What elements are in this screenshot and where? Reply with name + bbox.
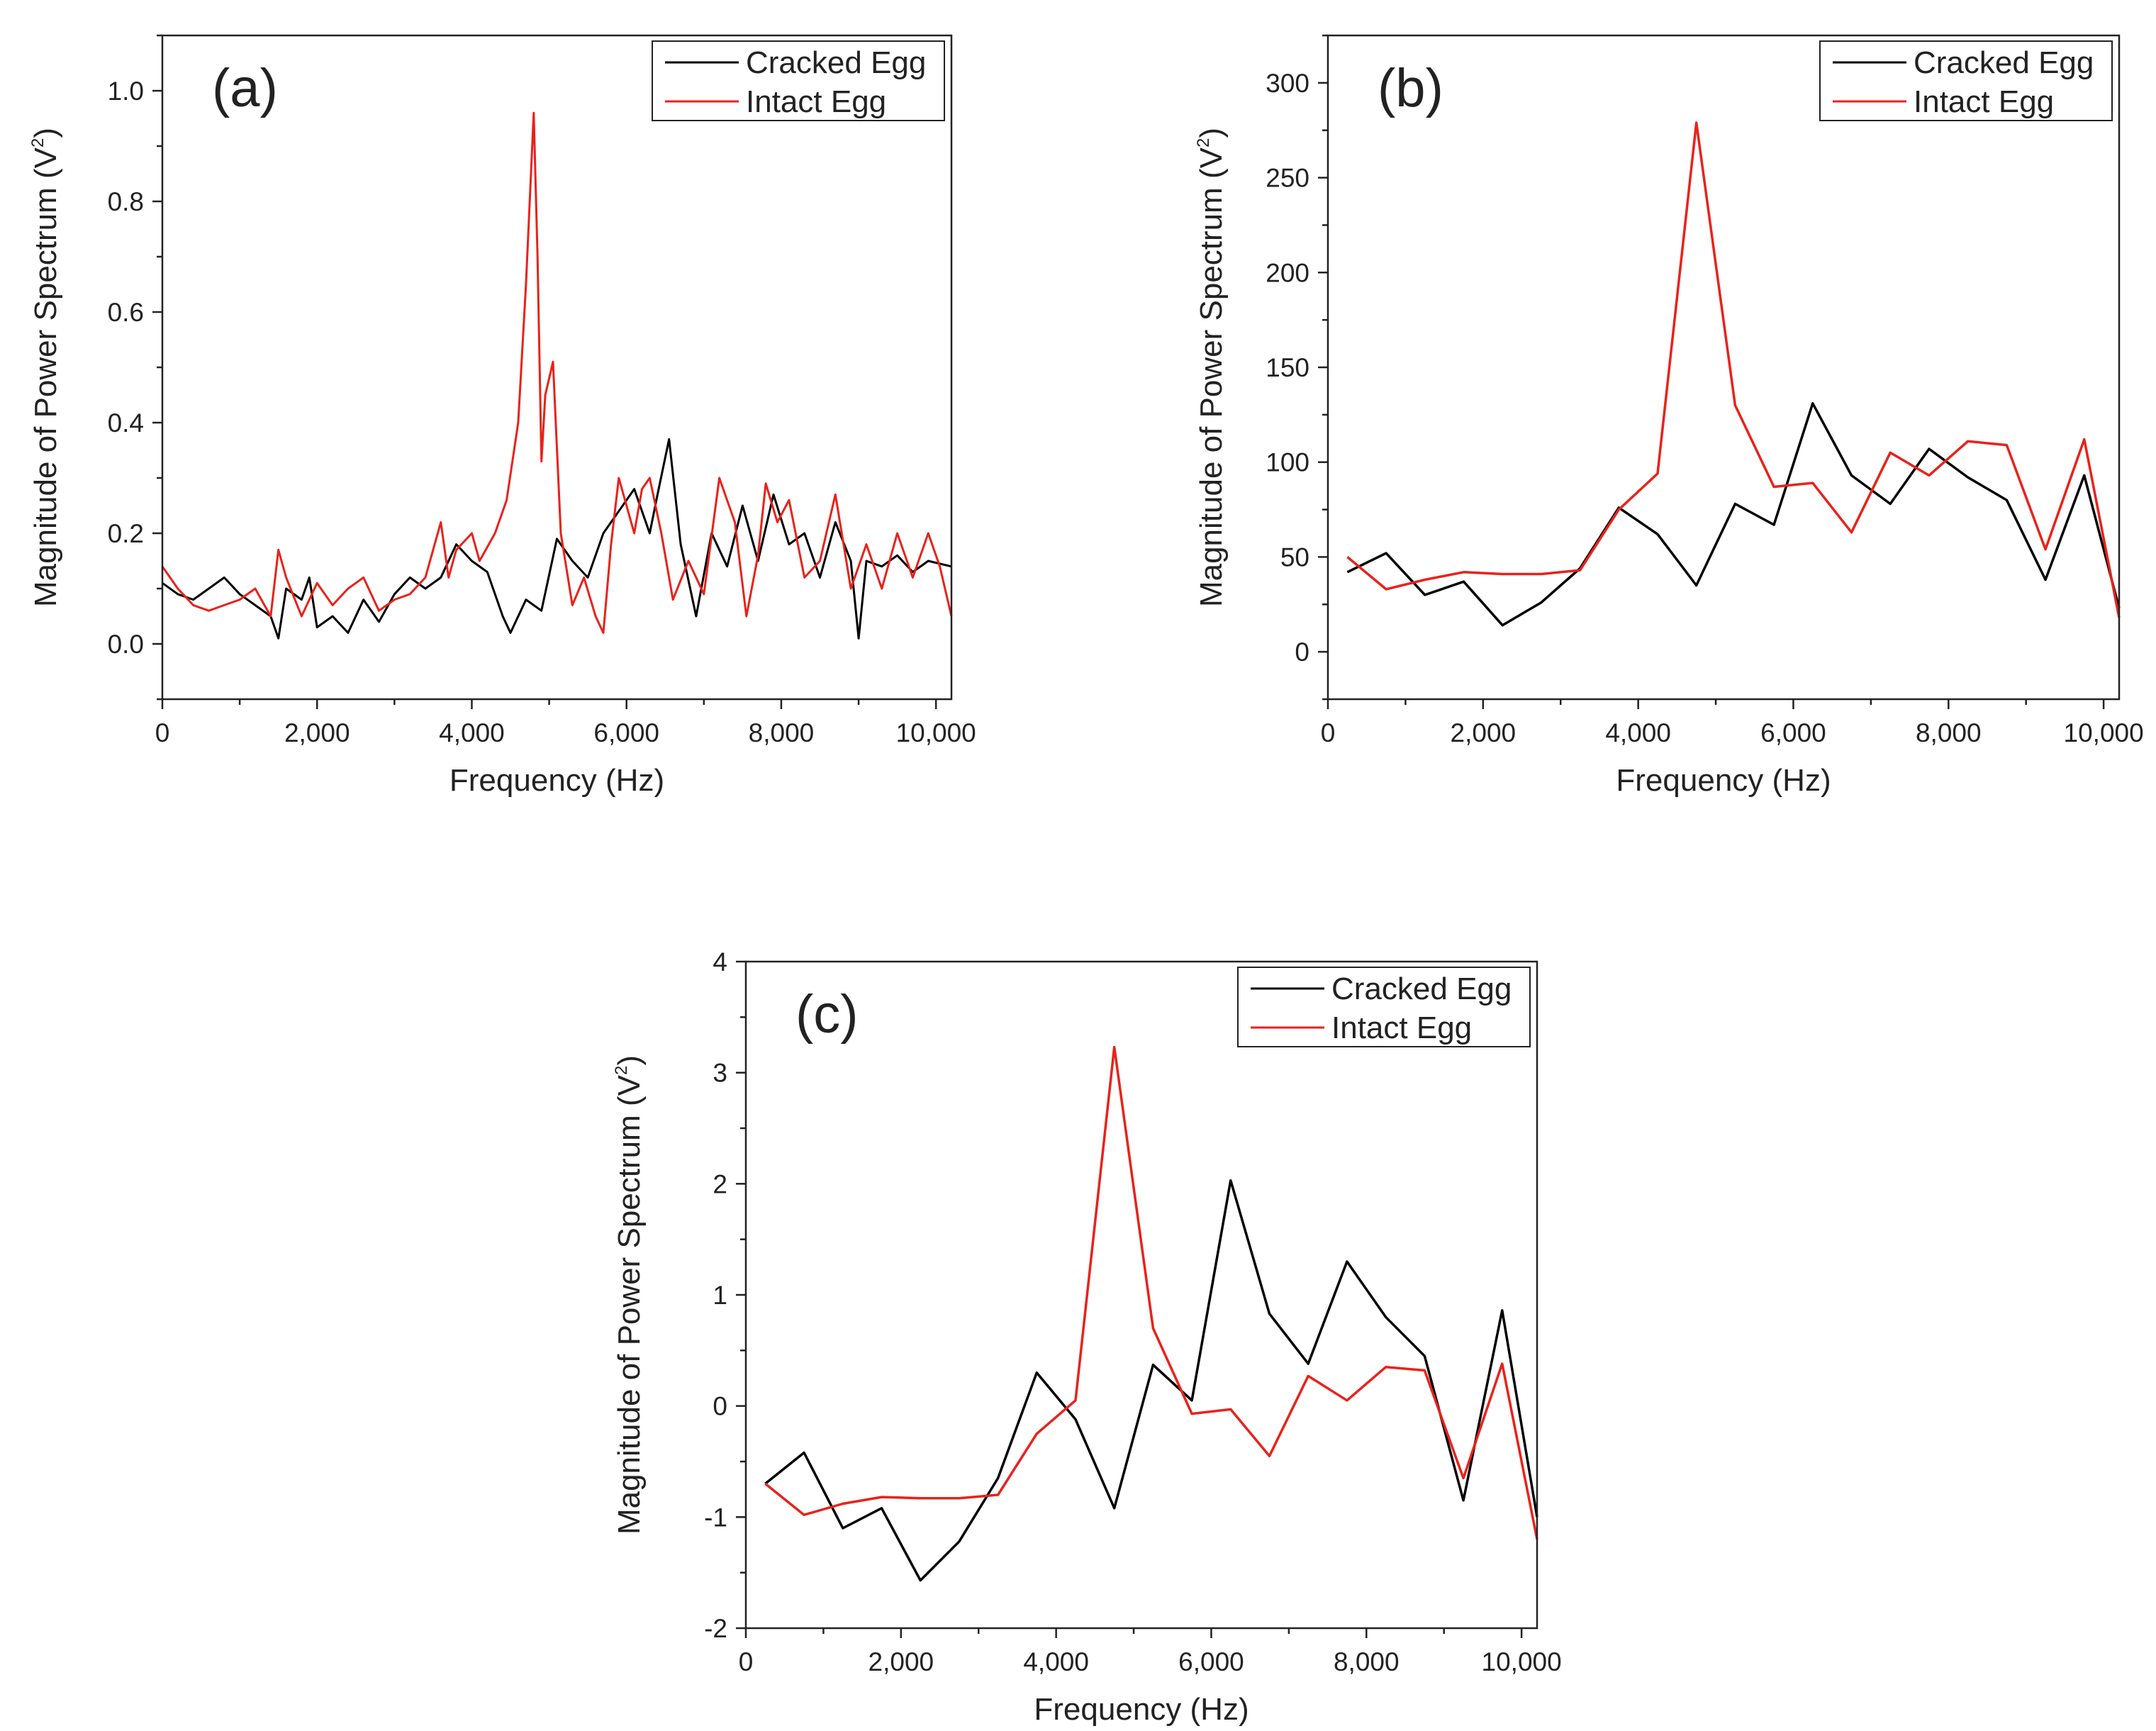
y-axis-label-main: Magnitude of Power Spectrum (V <box>28 147 63 607</box>
x-tick-label-c: 8,000 <box>1334 1647 1400 1676</box>
y-axis-label-c: Magnitude of Power Spectrum (V2) <box>612 1055 647 1535</box>
plot-frame-c <box>744 960 1538 1630</box>
panel-label-c: (c) <box>795 984 859 1045</box>
x-axis-label-c: Frequency (Hz) <box>1034 1692 1249 1727</box>
series-line-cracked-egg-b <box>1346 402 2121 627</box>
y-axis-label-end: ) <box>28 128 63 138</box>
x-axis-label-b: Frequency (Hz) <box>1616 763 1831 798</box>
y-axis-label-superscript: 2 <box>612 1066 631 1075</box>
y-tick-label-a: 0.2 <box>108 519 144 548</box>
legend-label-intact-egg: Intact Egg <box>1914 84 2054 119</box>
x-tick-label-a: 4,000 <box>439 718 505 747</box>
y-tick-label-c: 2 <box>713 1169 727 1198</box>
y-tick-label-a: 0.8 <box>108 187 144 216</box>
legend-label-cracked-egg: Cracked Egg <box>746 45 926 80</box>
x-tick-label-c: 2,000 <box>868 1647 934 1676</box>
series-line-cracked-egg-c <box>764 1179 1538 1582</box>
y-tick-label-a: 1.0 <box>108 77 144 106</box>
y-tick-label-b: 150 <box>1266 353 1309 382</box>
x-tick-label-a: 8,000 <box>749 718 815 747</box>
legend-a: Cracked Egg Intact Egg <box>652 40 945 121</box>
y-tick-label-b: 100 <box>1266 448 1309 477</box>
y-tick-label-b: 0 <box>1295 638 1309 667</box>
x-tick-label-a: 2,000 <box>284 718 350 747</box>
legend-label-cracked-egg: Cracked Egg <box>1331 972 1512 1006</box>
y-tick-label-b: 50 <box>1280 542 1309 572</box>
panel-label-b: (b) <box>1378 58 1443 118</box>
x-tick-label-b: 8,000 <box>1916 718 1982 747</box>
legend-b: Cracked Egg Intact Egg <box>1819 40 2113 121</box>
y-tick-label-b: 250 <box>1266 164 1309 193</box>
panel-label-a: (a) <box>212 58 278 118</box>
x-tick-label-a: 10,000 <box>896 718 976 747</box>
x-tick-label-c: 10,000 <box>1482 1647 1562 1676</box>
x-tick-label-c: 4,000 <box>1023 1647 1089 1676</box>
y-tick-label-c: 1 <box>713 1281 727 1310</box>
y-tick-label-c: -1 <box>704 1503 727 1532</box>
y-axis-label-b: Magnitude of Power Spectrum (V2) <box>1194 128 1229 607</box>
x-tick-label-b: 2,000 <box>1451 718 1517 747</box>
x-tick-label-b: 4,000 <box>1605 718 1671 747</box>
legend-box <box>1237 967 1531 1047</box>
y-tick-label-a: 0.0 <box>108 630 144 659</box>
x-tick-label-c: 0 <box>739 1647 754 1676</box>
x-tick-label-b: 6,000 <box>1760 718 1826 747</box>
y-tick-label-c: 0 <box>713 1392 727 1421</box>
chart-panel-b: 0 2,000 4,000 6,000 8,000 10,000 0 50 100 150 200 2… <box>1194 34 2144 798</box>
y-tick-label-c: 4 <box>713 947 727 976</box>
x-tick-label-b: 0 <box>1321 718 1336 747</box>
y-tick-label-a: 0.4 <box>108 408 144 438</box>
legend-label-cracked-egg: Cracked Egg <box>1914 45 2094 80</box>
x-tick-label-a: 6,000 <box>593 718 659 747</box>
series-line-intact-egg-a <box>161 111 953 634</box>
legend-label-intact-egg: Intact Egg <box>1331 1011 1472 1045</box>
chart-panel-c: 0 2,000 4,000 6,000 8,000 10,000 -2 -1 0 1 2 3 4 Freq… <box>612 947 1562 1727</box>
y-tick-label-c: -2 <box>704 1614 727 1643</box>
x-axis-label-a: Frequency (Hz) <box>449 763 664 798</box>
y-axis-label-superscript: 2 <box>28 138 48 148</box>
y-tick-label-b: 200 <box>1266 258 1309 287</box>
y-tick-label-c: 3 <box>713 1059 727 1088</box>
x-tick-label-c: 6,000 <box>1178 1647 1244 1676</box>
y-tick-label-a: 0.6 <box>108 298 144 327</box>
y-axis-label-superscript: 2 <box>1194 138 1213 148</box>
series-line-intact-egg-b <box>1346 121 2121 618</box>
chart-panel-a: 0 2,000 4,000 6,000 8,000 10,000 0.0 0.2 0.4 0.6 0… <box>28 34 976 798</box>
y-axis-label-main: Magnitude of Power Spectrum (V <box>612 1074 647 1535</box>
legend-box <box>652 40 945 121</box>
x-tick-label-b: 10,000 <box>2064 718 2144 747</box>
y-axis-label-a: Magnitude of Power Spectrum (V2) <box>28 128 63 607</box>
y-axis-label-end: ) <box>1194 128 1229 138</box>
series-line-cracked-egg-a <box>162 438 952 640</box>
plot-frame-b <box>1326 34 2121 701</box>
plot-frame-a <box>161 34 953 701</box>
legend-label-intact-egg: Intact Egg <box>746 84 886 119</box>
y-axis-label-end: ) <box>612 1055 647 1066</box>
series-line-intact-egg-c <box>764 1045 1538 1540</box>
y-axis-label-main: Magnitude of Power Spectrum (V <box>1194 147 1229 607</box>
legend-box <box>1819 40 2113 121</box>
legend-c: Cracked Egg Intact Egg <box>1237 967 1531 1047</box>
y-tick-label-b: 300 <box>1266 69 1309 98</box>
x-tick-label-a: 0 <box>155 718 170 747</box>
